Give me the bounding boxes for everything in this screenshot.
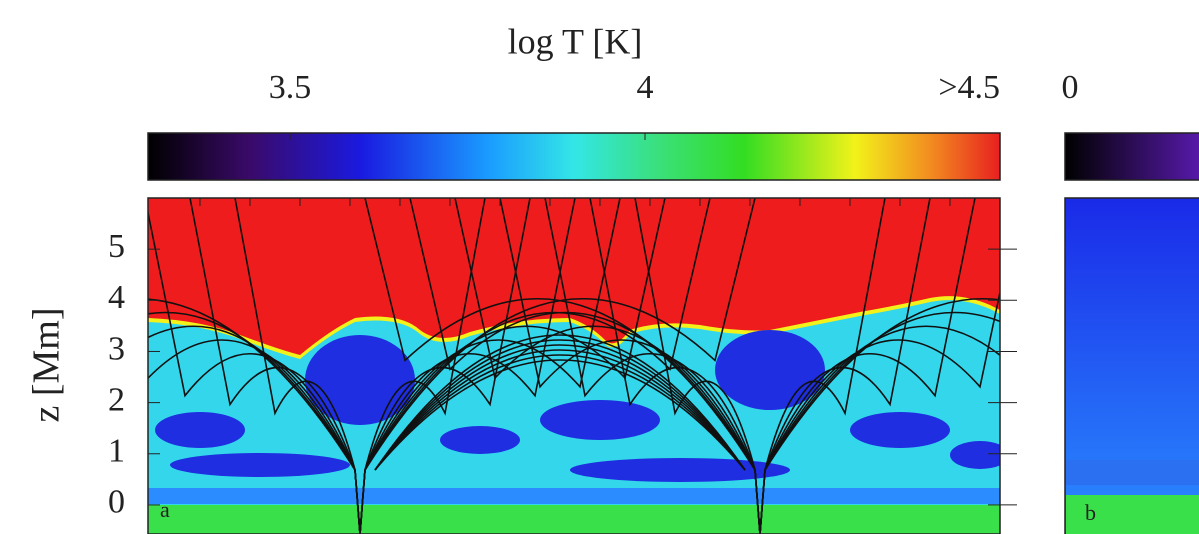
colorbar-label: log T [K] [508, 21, 643, 61]
y-tick-label: 1 [108, 433, 125, 470]
y-tick-label: 4 [108, 279, 125, 316]
figure: log T [K] z [Mm] a b 3.5 4 >4.5 0 1 2 3 4 5 0 [0, 0, 1199, 534]
panel-b: b [1065, 133, 1199, 534]
y-tick-label: 2 [108, 381, 125, 418]
lower-layer [148, 488, 1000, 504]
colorbar [1065, 133, 1199, 180]
y-tick-label: 0 [108, 484, 125, 521]
lower-layer [1066, 460, 1199, 485]
colorbar-tick-label: 3.5 [269, 69, 312, 106]
panel-label: a [160, 497, 170, 522]
colorbar [148, 133, 1000, 180]
y-tick-label: 3 [108, 330, 125, 367]
panel-a [0, 198, 1155, 534]
colorbar-tick-label: 4 [637, 69, 654, 106]
y-tick-label: 5 [108, 228, 125, 265]
panel-label: b [1085, 500, 1096, 525]
photosphere [148, 505, 1000, 534]
colorbar-tick-label: 0 [1062, 69, 1079, 106]
y-axis-label: z [Mm] [26, 307, 68, 422]
colorbar-tick-label: >4.5 [938, 69, 1000, 106]
